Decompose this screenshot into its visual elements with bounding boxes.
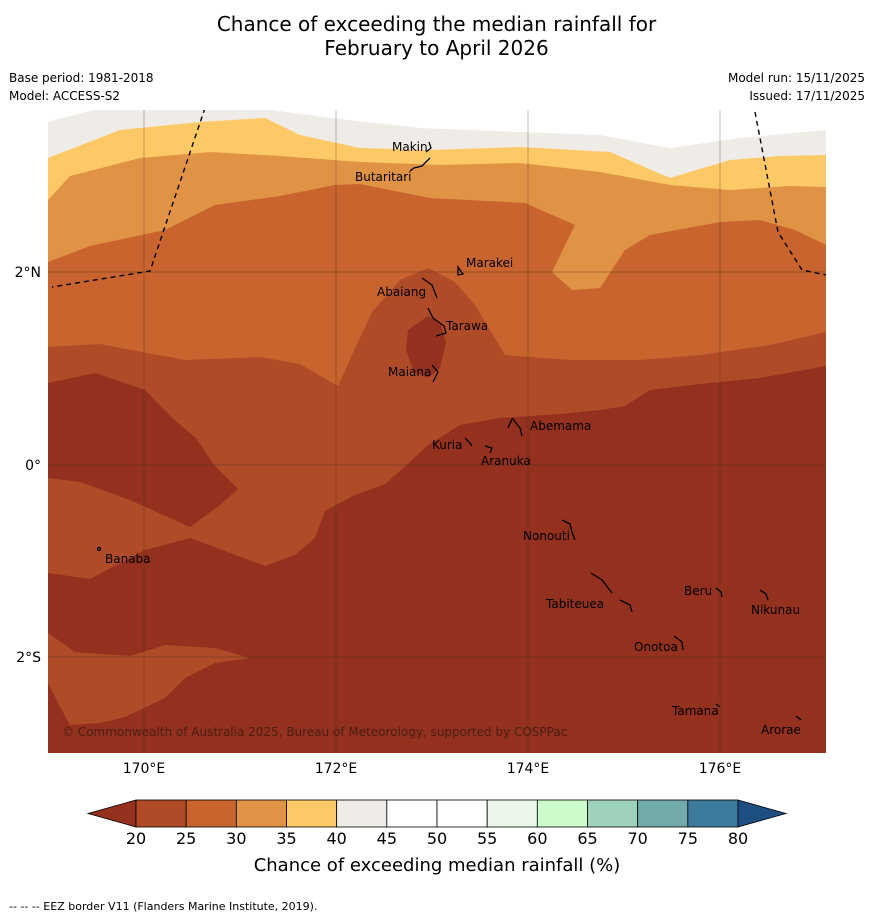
island-label: Butaritari: [355, 170, 412, 184]
colorbar-swatch: [637, 799, 689, 828]
colorbar-tick-label: 45: [377, 829, 397, 848]
island-label: Nikunau: [751, 603, 800, 617]
band-below-20: [406, 316, 446, 378]
colorbar-tick-label: 30: [226, 829, 246, 848]
colorbar-swatch: [486, 799, 538, 828]
island-label: Aranuka: [481, 454, 531, 468]
colorbar-tick-label: 35: [276, 829, 296, 848]
colorbar-tick-label: 70: [627, 829, 647, 848]
island-label: Marakei: [466, 256, 513, 270]
colorbar-swatch: [336, 799, 388, 828]
colorbar-tick-label: 20: [126, 829, 146, 848]
colorbar-tick-label: 40: [326, 829, 346, 848]
island-label: Beru: [684, 584, 712, 598]
lat-label: 0°: [25, 458, 41, 474]
lat-label: 2°N: [15, 265, 41, 281]
lat-label: 2°S: [16, 650, 41, 666]
graticule: [48, 110, 826, 753]
copyright-notice: © Commonwealth of Australia 2025, Bureau…: [62, 725, 567, 739]
map-title: Chance of exceeding the median rainfall …: [0, 12, 873, 60]
colorbar-swatch: [587, 799, 639, 828]
model-run-date: Model run: 15/11/2025: [727, 71, 865, 85]
island-label: Abemama: [530, 419, 591, 433]
island-label: Kuria: [432, 438, 463, 452]
island-outlines: [96, 141, 802, 721]
island-label: Tarawa: [445, 319, 488, 333]
lon-label: 170°E: [123, 761, 166, 777]
colorbar-swatch: [436, 799, 488, 828]
colorbar-tick-label: 80: [728, 829, 748, 848]
colorbar-tick-label: 50: [427, 829, 447, 848]
metadata-right: Model run: 15/11/2025 Issued: 17/11/2025: [728, 69, 865, 105]
band-20-25: [48, 633, 250, 725]
colorbar-under-arrow: [86, 799, 137, 828]
colorbar-swatch: [286, 799, 338, 828]
colorbar-swatch: [185, 799, 237, 828]
longitude-labels: 170°E 172°E 174°E 176°E: [123, 761, 742, 777]
title-line-2: February to April 2026: [324, 36, 549, 60]
model-name: Model: ACCESS-S2: [9, 89, 121, 103]
colorbar-tick-label: 75: [678, 829, 698, 848]
colorbar-swatch: [536, 799, 588, 828]
lon-label: 172°E: [315, 761, 358, 777]
lon-label: 176°E: [699, 761, 742, 777]
colorbar-tick-label: 25: [176, 829, 196, 848]
island-label: Banaba: [105, 552, 151, 566]
base-period: Base period: 1981-2018: [9, 71, 154, 85]
island-label: Tamana: [671, 704, 719, 718]
colorbar-swatch: [386, 799, 438, 828]
colorbar-tick-label: 65: [577, 829, 597, 848]
colorbar-tick-label: 60: [527, 829, 547, 848]
colorbar-tick-label: 55: [477, 829, 497, 848]
island-labels: Makin Butaritari Marakei Abaiang Tarawa …: [105, 140, 801, 737]
probability-field: [48, 110, 826, 753]
colorbar-swatch: [687, 799, 739, 828]
colorbar-swatch: [235, 799, 287, 828]
lon-label: 174°E: [507, 761, 550, 777]
eez-footnote: -- -- -- EEZ border V11 (Flanders Marine…: [9, 900, 318, 913]
island-label: Arorae: [761, 723, 801, 737]
colorbar-title: Chance of exceeding median rainfall (%): [254, 855, 621, 876]
colorbar-over-arrow: [737, 799, 788, 828]
metadata-left: Base period: 1981-2018 Model: ACCESS-S2: [9, 69, 154, 105]
island-label: Abaiang: [377, 285, 426, 299]
band-below-20: [48, 373, 238, 527]
issued-date: Issued: 17/11/2025: [749, 89, 865, 103]
island-label: Makin: [392, 140, 428, 154]
island-label: Onotoa: [634, 640, 678, 654]
island-label: Maiana: [388, 365, 431, 379]
colorbar: 20 25 30 35 40 45 50 55 60 65 70 75 80 Chance of exc…: [86, 799, 788, 876]
colorbar-swatch: [135, 799, 187, 828]
title-line-1: Chance of exceeding the median rainfall …: [216, 12, 657, 36]
latitude-labels: 2°N 0° 2°S: [15, 265, 42, 666]
island-label: Tabiteuea: [545, 597, 604, 611]
island-label: Nonouti: [523, 529, 570, 543]
eez-border: [51, 110, 826, 288]
